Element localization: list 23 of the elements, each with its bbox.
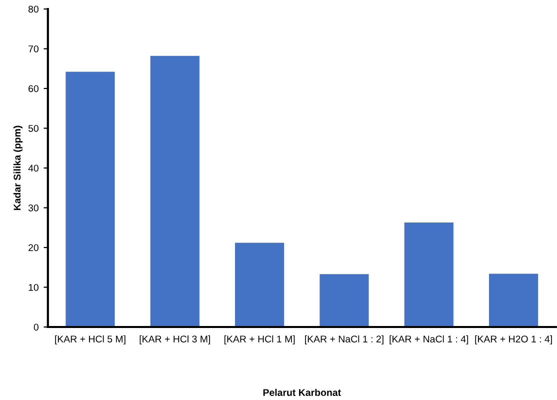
x-tick-label: [KAR + HCl 3 M] (140, 335, 210, 344)
x-tick-label: [KAR + NaCl 1 : 2] (305, 335, 384, 344)
bar (235, 242, 284, 327)
y-tick-label: 40 (28, 164, 38, 172)
y-tick-label: 20 (28, 244, 38, 252)
bar (404, 222, 454, 327)
x-tick-label: [KAR + NaCl 1 : 4] (390, 335, 468, 344)
bar (150, 56, 200, 327)
y-tick-label: 10 (28, 284, 38, 291)
bar (320, 274, 369, 327)
bar (489, 274, 538, 327)
x-tick-label: [KAR + HCl 5 M] (55, 335, 126, 344)
x-tick-label: [KAR + H2O 1 : 4] (475, 335, 552, 344)
y-tick-label: 70 (28, 45, 38, 52)
bar (66, 72, 115, 327)
y-tick-label: 30 (28, 204, 38, 212)
x-axis-title: Pelarut Karbonat (263, 388, 341, 396)
y-tick-label: 50 (28, 124, 38, 132)
y-axis-title: Kadar Silika (ppm) (13, 126, 23, 210)
x-tick-label: [KAR + HCl 1 M] (224, 335, 295, 344)
y-tick-label: 60 (28, 85, 38, 92)
y-tick-label: 0 (34, 324, 38, 331)
y-tick-label: 80 (28, 6, 38, 13)
